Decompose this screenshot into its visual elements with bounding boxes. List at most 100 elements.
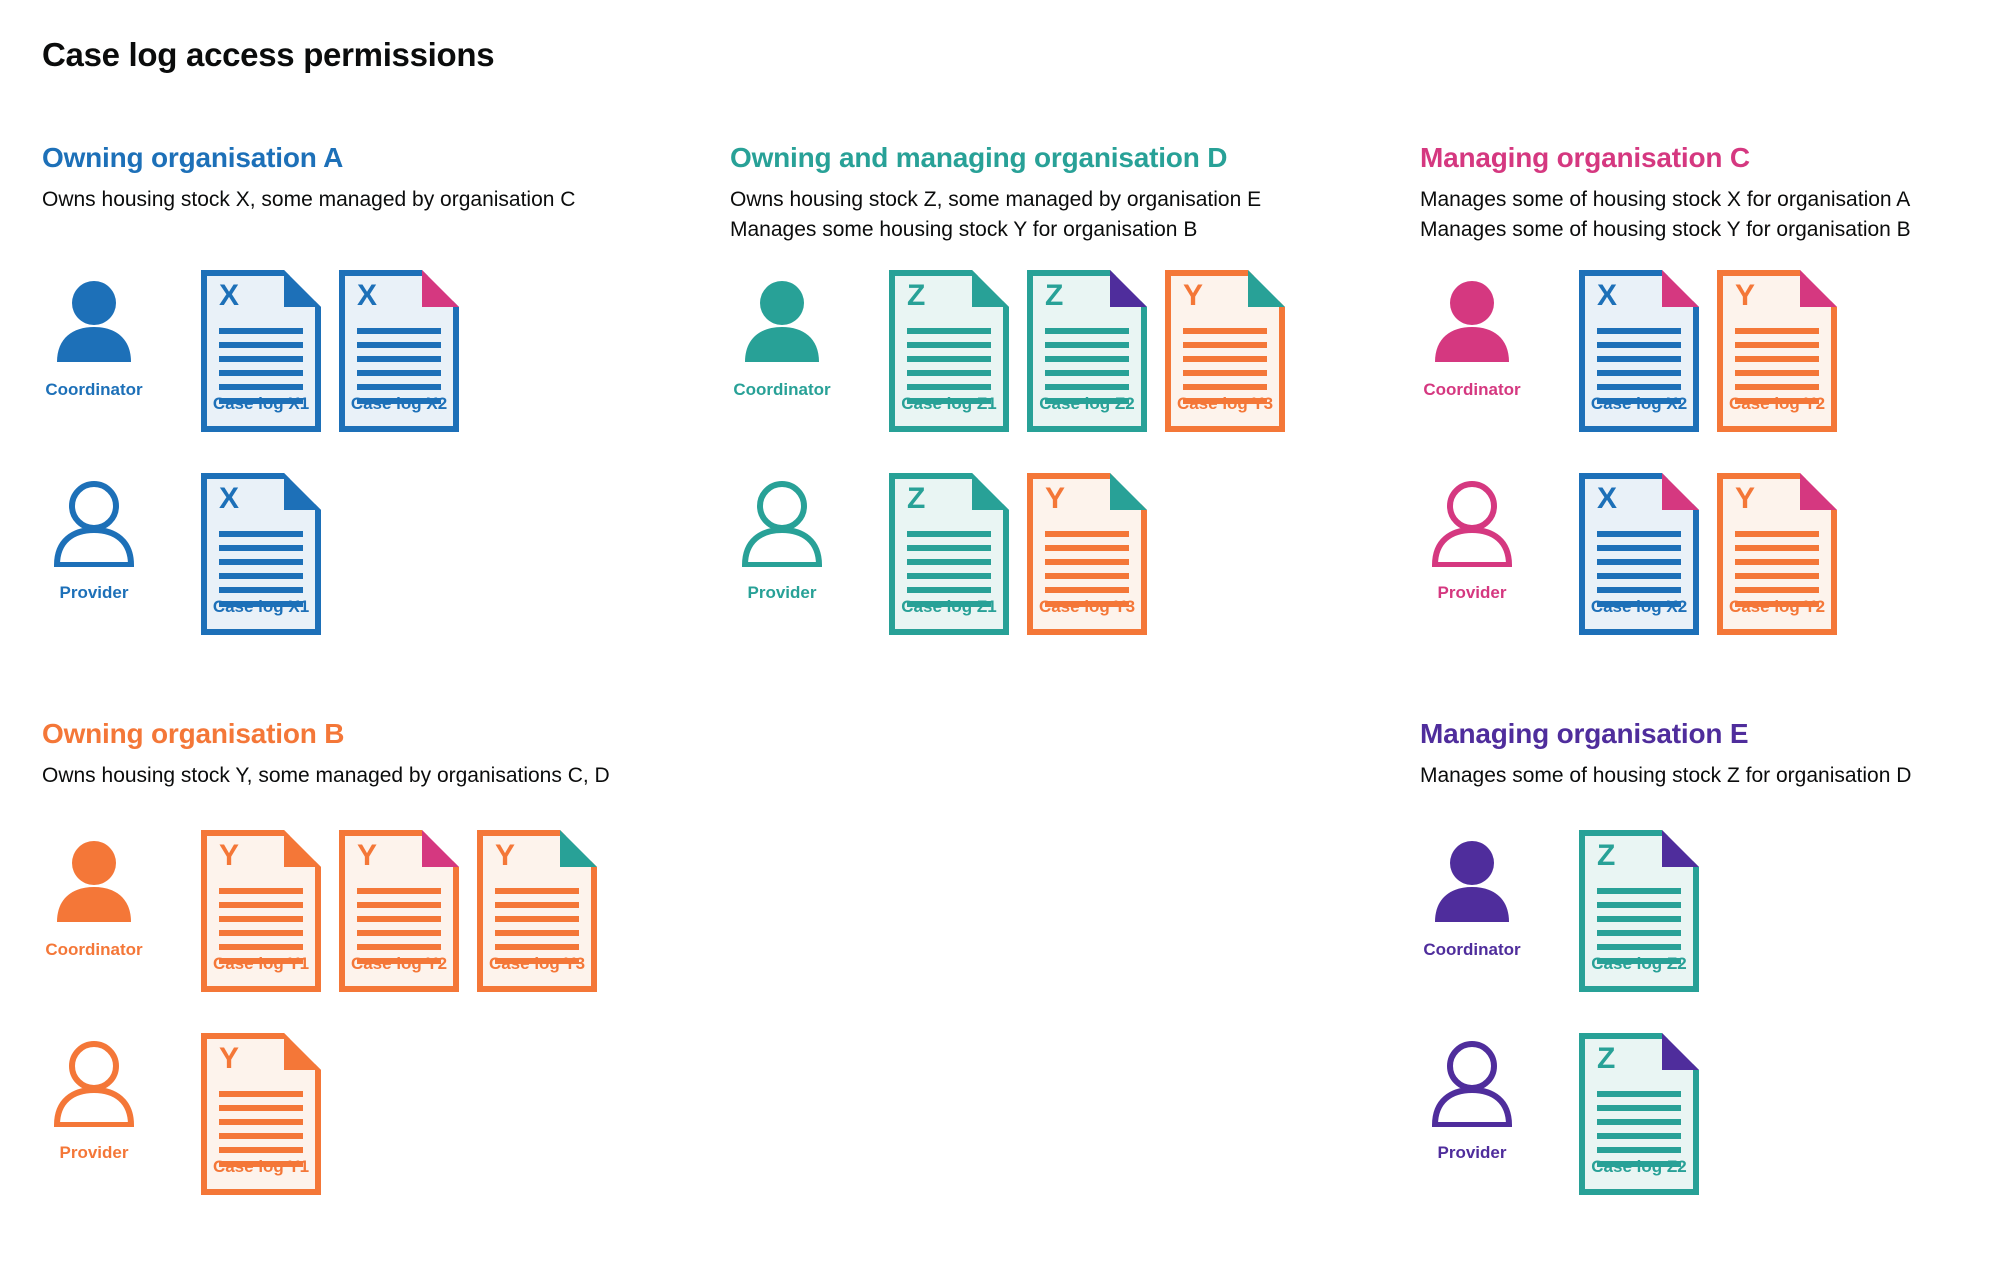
permission-rows: Coordinator Z Case log Z1 Z Case log Z2 Y C… xyxy=(730,270,1285,676)
doc-text-lines xyxy=(1597,328,1681,404)
doc-label: Case log X1 xyxy=(212,394,310,413)
case-log-doc: Y Case log Y2 xyxy=(1717,270,1837,432)
doc-label: Case log Z2 xyxy=(1591,954,1687,973)
doc-stock-letter: Y xyxy=(219,839,240,872)
coordinator: Coordinator xyxy=(1420,270,1524,400)
folded-corner xyxy=(1110,473,1147,510)
section-description-line: Manages some of housing stock X for orga… xyxy=(1420,188,1911,211)
case-log-doc: X Case log X2 xyxy=(339,270,459,432)
provider-icon xyxy=(53,481,135,567)
doc-text-lines xyxy=(1045,531,1129,607)
case-log-doc: Z Case log Z2 xyxy=(1027,270,1147,432)
doc-label: Case log Y3 xyxy=(488,954,586,973)
doc-stock-letter: Y xyxy=(219,1042,240,1075)
folded-corner xyxy=(1800,270,1837,307)
provider-label: Provider xyxy=(747,583,817,602)
doc-group: Y Case log Y1 xyxy=(201,1033,321,1195)
coordinator-label: Coordinator xyxy=(1423,380,1521,399)
case-log-doc: Z Case log Z1 xyxy=(889,473,1009,635)
doc-group: Z Case log Z1 Z Case log Z2 Y Case log Y3 xyxy=(889,270,1285,432)
folded-corner xyxy=(1110,270,1147,307)
folded-corner xyxy=(1662,830,1699,867)
provider: Provider xyxy=(42,473,146,603)
section-description-line: Owns housing stock Y, some managed by or… xyxy=(42,764,610,787)
doc-text-lines xyxy=(1045,328,1129,404)
coordinator-icon xyxy=(57,281,131,362)
coordinator-label: Coordinator xyxy=(45,940,143,959)
provider-row: Provider Y Case log Y1 xyxy=(42,1033,597,1195)
coordinator-row: Coordinator X Case log X2 Y Case log Y2 xyxy=(1420,270,1837,432)
folded-corner xyxy=(422,270,459,307)
folded-corner xyxy=(284,1033,321,1070)
case-log-doc: Y Case log Y2 xyxy=(339,830,459,992)
case-log-doc: X Case log X1 xyxy=(201,473,321,635)
section-managing-organisation-e: Managing organisation E Manages some of … xyxy=(1420,718,1980,1195)
folded-corner xyxy=(422,830,459,867)
provider-row: Provider X Case log X2 Y Case log Y2 xyxy=(1420,473,1837,635)
doc-stock-letter: X xyxy=(1597,482,1618,515)
folded-corner xyxy=(1662,270,1699,307)
doc-text-lines xyxy=(219,531,303,607)
coordinator-row: Coordinator Y Case log Y1 Y Case log Y2 Y C… xyxy=(42,830,597,992)
case-log-doc: X Case log X1 xyxy=(201,270,321,432)
doc-label: Case log Y2 xyxy=(1728,597,1826,616)
section-owning-organisation-b: Owning organisation B Owns housing stock… xyxy=(42,718,722,1195)
doc-stock-letter: Z xyxy=(907,279,926,312)
case-log-doc: X Case log X2 xyxy=(1579,270,1699,432)
folded-corner xyxy=(560,830,597,867)
coordinator-row: Coordinator X Case log X1 X Case log X2 xyxy=(42,270,459,432)
section-title: Managing organisation E xyxy=(1420,718,1749,749)
doc-stock-letter: Z xyxy=(1597,839,1616,872)
provider-label: Provider xyxy=(1437,1143,1507,1162)
coordinator-icon xyxy=(745,281,819,362)
doc-text-lines xyxy=(1597,1091,1681,1167)
doc-text-lines xyxy=(357,888,441,964)
doc-label: Case log Y1 xyxy=(212,1157,310,1176)
coordinator-row: Coordinator Z Case log Z2 xyxy=(1420,830,1699,992)
permission-rows: Coordinator X Case log X1 X Case log X2 xyxy=(42,270,459,676)
doc-text-lines xyxy=(1735,328,1819,404)
coordinator-label: Coordinator xyxy=(733,380,831,399)
doc-stock-letter: Y xyxy=(1735,482,1756,515)
doc-text-lines xyxy=(907,531,991,607)
doc-label: Case log Z2 xyxy=(1039,394,1135,413)
provider: Provider xyxy=(1420,1033,1524,1163)
permission-rows: Coordinator Z Case log Z2 Provider xyxy=(1420,830,1699,1236)
section-title: Managing organisation C xyxy=(1420,142,1750,173)
section-owning-organisation-a: Owning organisation A Owns housing stock… xyxy=(42,142,702,635)
coordinator: Coordinator xyxy=(42,830,146,960)
provider-label: Provider xyxy=(59,583,129,602)
case-log-doc: Y Case log Y3 xyxy=(477,830,597,992)
doc-text-lines xyxy=(219,888,303,964)
section-description-line: Manages some of housing stock Z for orga… xyxy=(1420,764,1912,787)
doc-group: X Case log X2 Y Case log Y2 xyxy=(1579,270,1837,432)
folded-corner xyxy=(1662,1033,1699,1070)
section-owning-and-managing-organisation-d: Owning and managing organisation D Owns … xyxy=(730,142,1390,635)
case-log-doc: Z Case log Z2 xyxy=(1579,1033,1699,1195)
doc-label: Case log X2 xyxy=(1590,597,1688,616)
coordinator-icon xyxy=(1435,281,1509,362)
case-log-doc: Y Case log Y1 xyxy=(201,1033,321,1195)
provider-row: Provider Z Case log Z2 xyxy=(1420,1033,1699,1195)
provider-icon xyxy=(53,1041,135,1127)
doc-text-lines xyxy=(1597,531,1681,607)
doc-text-lines xyxy=(1735,531,1819,607)
doc-group: Z Case log Z1 Y Case log Y3 xyxy=(889,473,1147,635)
doc-stock-letter: Z xyxy=(1045,279,1064,312)
doc-text-lines xyxy=(1597,888,1681,964)
provider-icon xyxy=(1431,1041,1513,1127)
case-log-doc: Y Case log Y2 xyxy=(1717,473,1837,635)
folded-corner xyxy=(284,473,321,510)
coordinator-row: Coordinator Z Case log Z1 Z Case log Z2 Y C… xyxy=(730,270,1285,432)
coordinator: Coordinator xyxy=(730,270,834,400)
case-log-doc: Y Case log Y3 xyxy=(1027,473,1147,635)
provider-icon xyxy=(1431,481,1513,567)
coordinator: Coordinator xyxy=(42,270,146,400)
folded-corner xyxy=(1248,270,1285,307)
coordinator-label: Coordinator xyxy=(45,380,143,399)
doc-group: Z Case log Z2 xyxy=(1579,830,1699,992)
case-log-doc: Z Case log Z1 xyxy=(889,270,1009,432)
doc-stock-letter: Z xyxy=(907,482,926,515)
doc-text-lines xyxy=(357,328,441,404)
